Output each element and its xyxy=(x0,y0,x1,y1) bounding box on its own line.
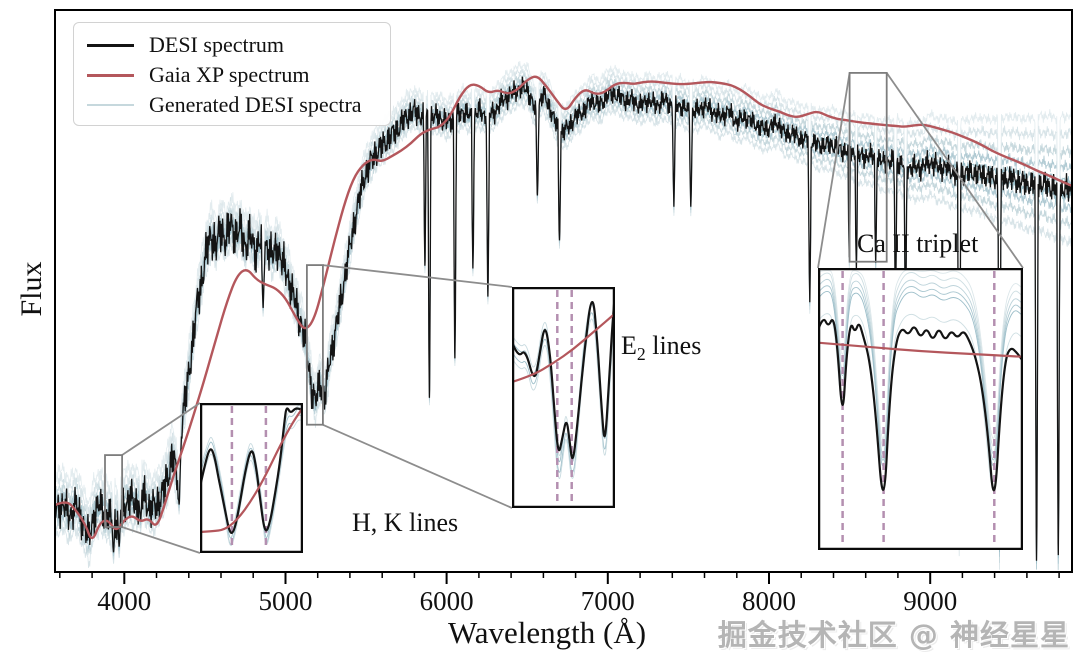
inset-label-text: Ca II triplet xyxy=(857,229,979,258)
y-axis-label: Flux xyxy=(15,261,48,317)
zoom-connector-line xyxy=(817,72,851,269)
x-tick-label: 7000 xyxy=(581,586,635,616)
legend-label: DESI spectrum xyxy=(149,32,285,57)
desi-spectrum-line xyxy=(56,76,1071,561)
inset-generated-line xyxy=(818,285,1023,461)
inset-border xyxy=(512,287,615,508)
x-tick-label: 6000 xyxy=(420,586,474,616)
legend: DESI spectrum Gaia XP spectrum Generated D… xyxy=(73,22,391,126)
inset-label-e2-lines: E2 lines xyxy=(621,331,701,365)
x-tick-label: 5000 xyxy=(259,586,313,616)
inset-plot-cat xyxy=(818,268,1023,550)
inset-generated-line xyxy=(818,272,1023,447)
inset-desi-line xyxy=(200,407,303,534)
zoom-connector-line xyxy=(885,72,1024,269)
x-axis-label: Wavelength (Å) xyxy=(448,615,647,650)
inset-label-text: lines xyxy=(645,331,702,360)
generated-desi-spectrum-line xyxy=(56,71,1071,544)
legend-item: DESI spectrum xyxy=(87,30,384,60)
inset-label-text: H, K lines xyxy=(352,508,459,537)
inset-plot-e2 xyxy=(512,287,615,508)
legend-label: Generated DESI spectra xyxy=(149,92,362,117)
inset-generated-line xyxy=(512,309,615,479)
inset-border xyxy=(200,403,303,553)
legend-item: Generated DESI spectra xyxy=(87,90,384,120)
zoom-connector-line xyxy=(121,526,201,554)
inset-gaia-line xyxy=(200,406,303,534)
generated-desi-spectrum-line xyxy=(56,66,1071,540)
inset-background xyxy=(818,268,1023,550)
x-tick-label: 9000 xyxy=(903,586,957,616)
legend-item: Gaia XP spectrum xyxy=(87,60,384,90)
inset-gaia-line xyxy=(818,341,1023,358)
inset-gaia-line xyxy=(512,312,615,384)
plot-border xyxy=(54,9,1073,573)
zoom-source-box-cat xyxy=(848,72,888,263)
legend-label: Gaia XP spectrum xyxy=(149,62,310,87)
zoom-source-box-hk xyxy=(104,454,124,528)
inset-generated-line xyxy=(818,313,1023,489)
inset-generated-line xyxy=(818,278,1023,455)
inset-desi-line xyxy=(512,291,615,460)
inset-background xyxy=(200,403,303,553)
series-layer xyxy=(56,60,1071,571)
zoom-connector-line xyxy=(322,423,513,509)
inset-border xyxy=(818,268,1023,550)
legend-line-swatch xyxy=(87,43,134,47)
zoom-connector-line xyxy=(322,264,513,288)
legend-line-swatch xyxy=(87,73,134,77)
watermark: 掘金技术社区 @ 神经星星 xyxy=(717,618,1070,652)
inset-plot-hk xyxy=(200,403,303,553)
zoom-connector-line xyxy=(121,402,201,456)
x-tick-label: 8000 xyxy=(742,586,796,616)
x-axis-ticks: 4000 5000 6000 7000 8000 9000 xyxy=(59,572,1060,616)
inset-label-hk-lines: H, K lines xyxy=(352,508,458,542)
inset-background xyxy=(512,287,615,508)
inset-label-text: E xyxy=(621,331,637,360)
inset-desi-line xyxy=(818,318,1023,492)
gaia-xp-spectrum-line xyxy=(56,75,1071,540)
legend-line-swatch xyxy=(87,104,134,106)
inset-label-ca-ii-triplet: Ca II triplet xyxy=(857,229,978,263)
zoom-source-box-e2 xyxy=(305,264,324,426)
inset-label-subscript: 2 xyxy=(636,344,646,365)
x-tick-label: 4000 xyxy=(97,586,151,616)
generated-desi-spectrum-line xyxy=(56,88,1071,569)
